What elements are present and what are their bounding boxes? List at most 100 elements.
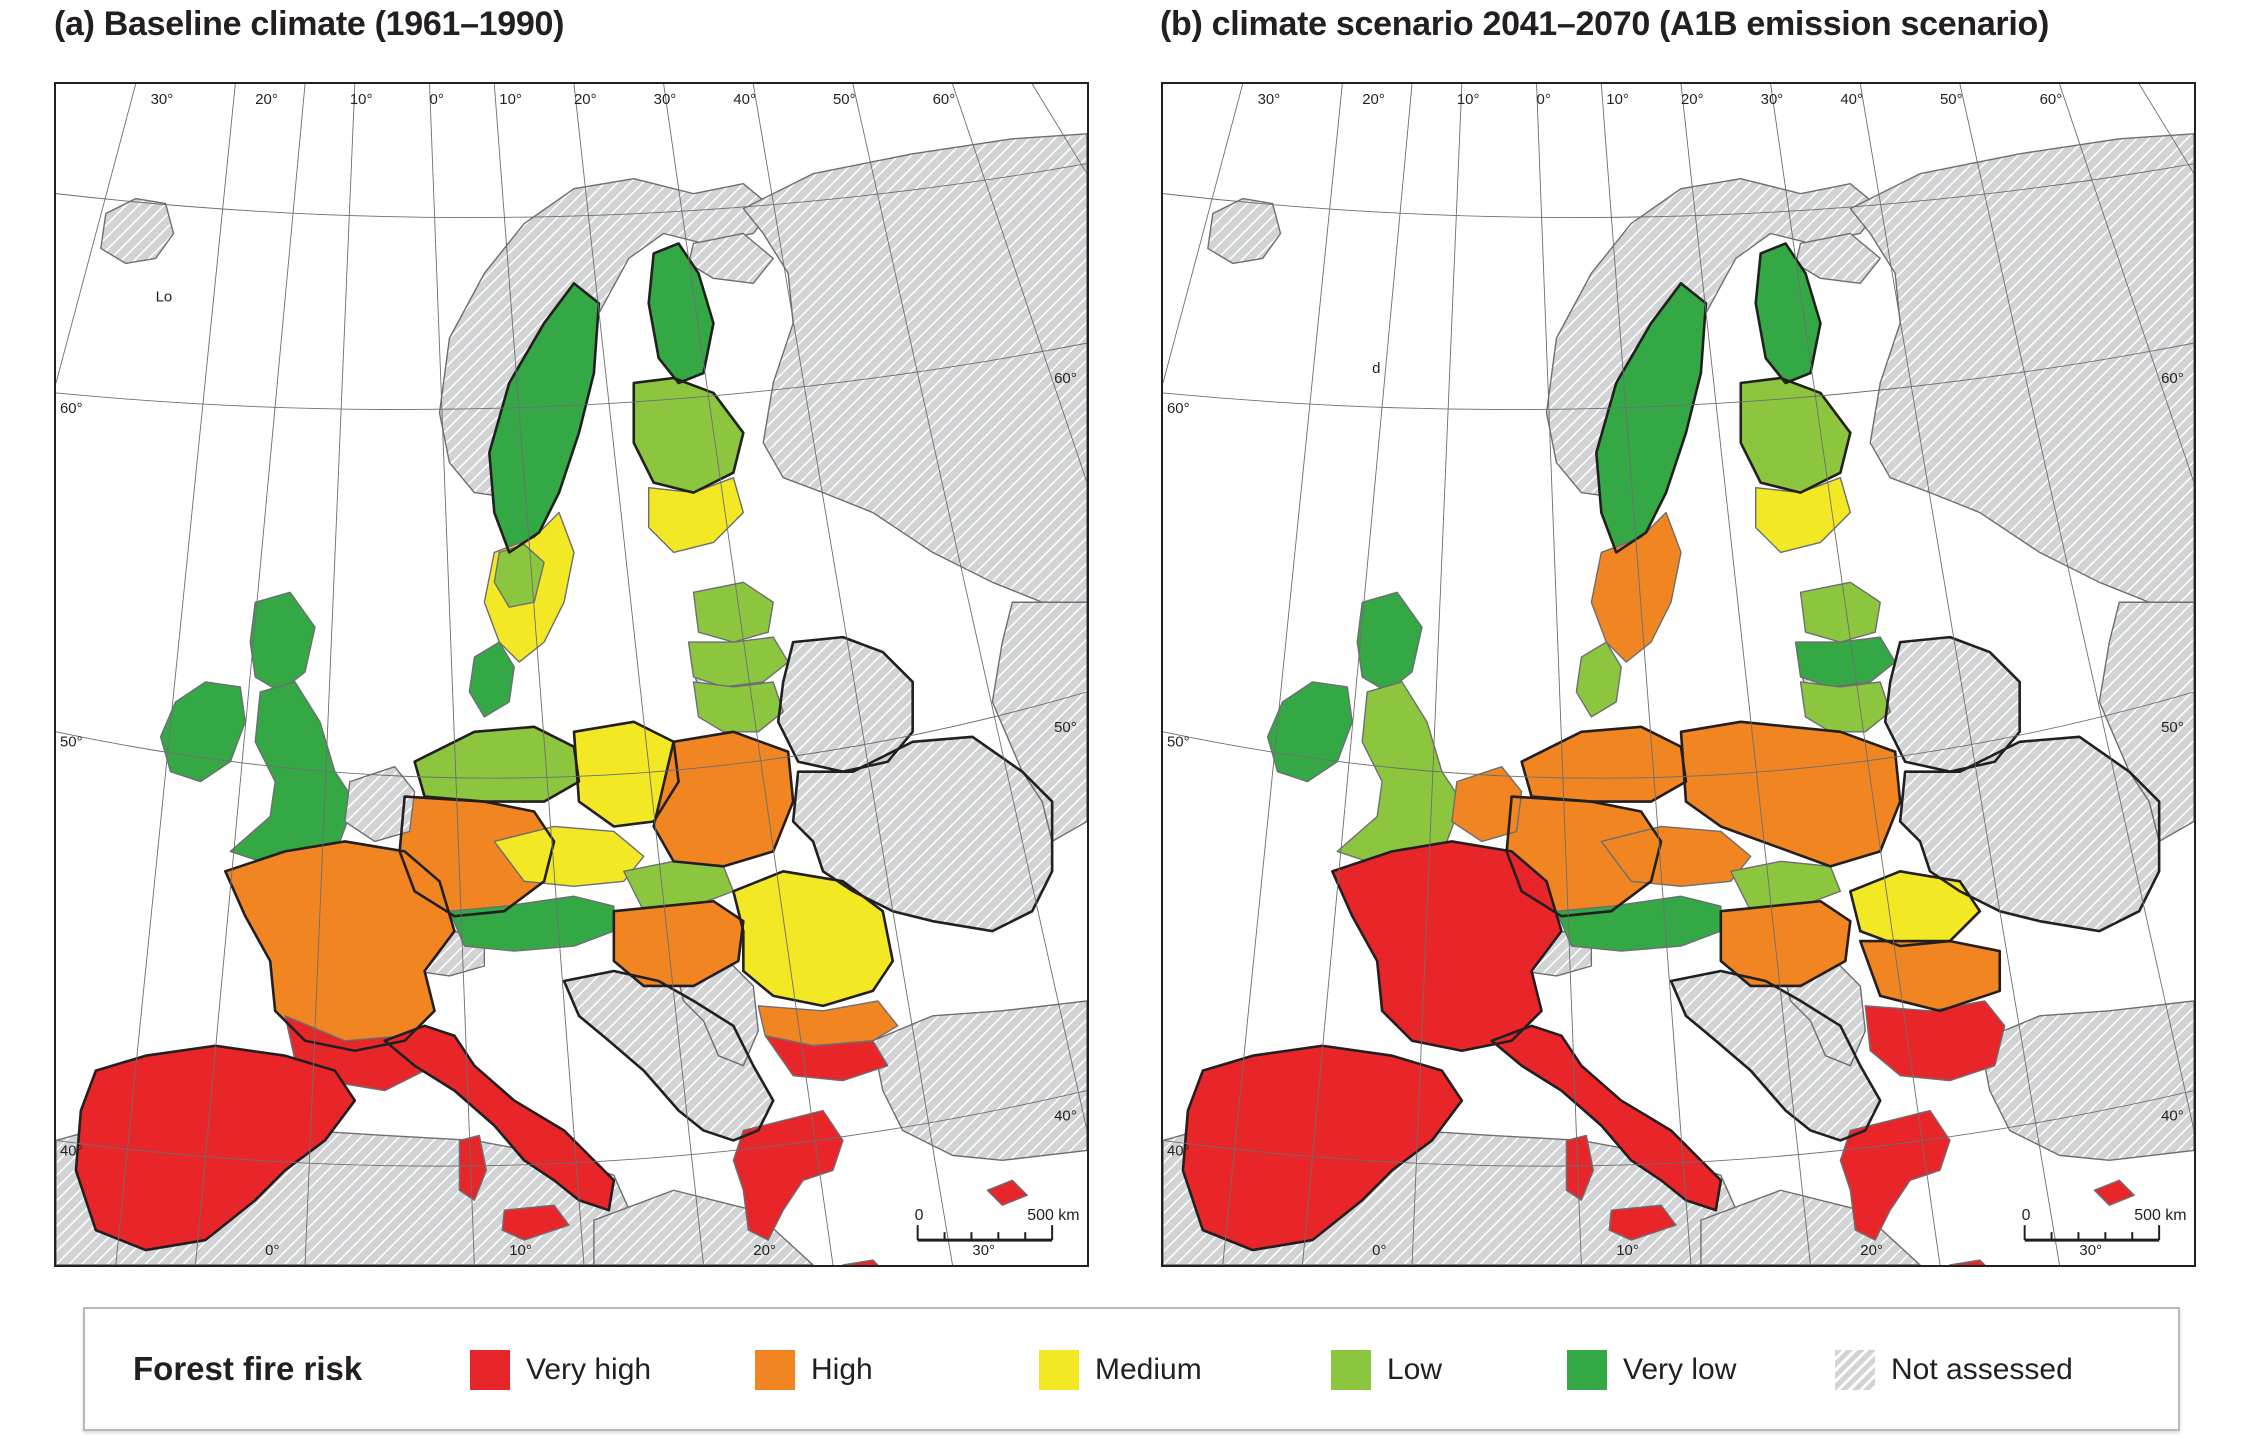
right-latitude-label: 40° <box>1054 1107 1077 1124</box>
top-longitude-label: 40° <box>733 91 756 108</box>
left-latitude-label: 60° <box>60 400 83 417</box>
meridian-line <box>2059 84 2194 483</box>
top-longitude-label: 40° <box>1840 91 1863 108</box>
top-longitude-label: 60° <box>2040 91 2063 108</box>
scale-bar-end-label: 500 km <box>2134 1207 2186 1224</box>
meridian-line <box>1959 84 2194 1131</box>
region-benelux <box>1451 765 1523 843</box>
legend-label-high: High <box>811 1353 873 1386</box>
left-latitude-label: 60° <box>1167 400 1190 417</box>
left-latitude-label: 40° <box>1167 1142 1190 1159</box>
meridian-line <box>573 84 704 1265</box>
right-latitude-label: 50° <box>2161 719 2184 736</box>
top-longitude-label: 30° <box>1761 91 1784 108</box>
country-border-ukraine <box>791 735 1054 933</box>
country-border-sweden-north <box>1595 282 1708 554</box>
meridian-line <box>1163 84 1244 384</box>
legend-label-very-low: Very low <box>1623 1353 1737 1386</box>
top-longitude-label: 20° <box>574 91 597 108</box>
scale-bar: 0 500 km <box>2022 1207 2186 1242</box>
meridian-line <box>115 84 236 1265</box>
country-border-france <box>224 840 456 1053</box>
region-sweden-south-inland <box>493 543 545 608</box>
meridian-line <box>195 84 306 1265</box>
country-border-western-balkans <box>562 969 775 1142</box>
panel-b-title: (b) climate scenario 2041–2070 (A1B emis… <box>1160 5 2050 43</box>
legend-item-not-assessed: Not assessed <box>1835 1349 2073 1391</box>
legend-label-very-high: Very high <box>526 1353 652 1386</box>
top-longitude-label: 60° <box>933 91 956 108</box>
region-africa-east <box>593 1189 814 1265</box>
meridian-line <box>1411 84 1463 1265</box>
region-iceland <box>100 197 175 265</box>
country-border-romania-south <box>1858 939 2002 1013</box>
region-sicily <box>501 1204 570 1241</box>
map-letter-label: d <box>1372 360 1380 377</box>
meridian-line <box>1536 84 1582 1265</box>
country-border-romania-north <box>1849 870 1982 948</box>
meridian-line <box>304 84 356 1265</box>
panel-a-title: (a) Baseline climate (1961–1990) <box>54 5 565 43</box>
country-border-iberia <box>74 1044 357 1252</box>
legend-swatch-not-assessed <box>1835 1350 1875 1390</box>
legend-item-very-low: Very low <box>1567 1349 1736 1391</box>
country-border-finland-north <box>1754 242 1822 385</box>
region-denmark <box>1575 641 1622 718</box>
meridian-line <box>1302 84 1413 1265</box>
country-border-finland-central <box>632 376 745 494</box>
region-lithuania <box>692 681 784 733</box>
scale-bar-end-label: 500 km <box>1027 1207 1079 1224</box>
parallel-line <box>1163 163 2194 218</box>
legend-label-low: Low <box>1387 1353 1443 1386</box>
country-border-finland-central <box>1739 376 1852 494</box>
legend-item-high: High <box>755 1349 873 1391</box>
country-border-iberia <box>1181 1044 1464 1252</box>
top-longitude-label: 50° <box>833 91 856 108</box>
country-border-italy <box>383 1024 616 1212</box>
country-border-hungary <box>612 899 745 988</box>
meridian-line <box>952 84 1087 483</box>
country-border-belarus <box>776 635 914 773</box>
region-estonia <box>692 581 774 643</box>
country-border-sweden-north <box>488 282 601 554</box>
scale-bar: 0 500 km <box>915 1207 1079 1242</box>
region-denmark <box>468 641 515 718</box>
country-border-poland <box>1679 720 1902 868</box>
bottom-longitude-label: 10° <box>509 1242 532 1259</box>
region-iceland <box>1207 197 1282 265</box>
legend-title: Forest fire risk <box>133 1350 363 1387</box>
country-border-italy <box>1490 1024 1723 1212</box>
parallel-line <box>56 342 1087 411</box>
country-border-germany-south <box>398 795 556 918</box>
map-panel-a: 30° 20° 10° 0° 10° 20° 30° 40° 50° 60° 0° 10° 20° 30°… <box>54 82 1089 1267</box>
top-longitude-label: 30° <box>151 91 174 108</box>
legend-swatch-medium <box>1039 1350 1079 1390</box>
bottom-longitude-label: 20° <box>1860 1242 1883 1259</box>
map-letter-label: Lo <box>156 288 173 305</box>
country-border-germany-south <box>1505 795 1663 918</box>
legend-label-not-assessed: Not assessed <box>1891 1353 2073 1386</box>
right-latitude-label: 60° <box>2161 370 2184 387</box>
meridian-line <box>493 84 585 1265</box>
top-longitude-label: 30° <box>654 91 677 108</box>
legend-label-medium: Medium <box>1095 1353 1202 1386</box>
country-border-finland-north <box>647 242 715 385</box>
country-border-hungary <box>1719 899 1852 988</box>
meridian-line <box>1031 84 1087 174</box>
bottom-longitude-label: 10° <box>1616 1242 1639 1259</box>
map-svg: 30° 20° 10° 0° 10° 20° 30° 40° 50° 60° 0° 10° 20° 30°… <box>1163 84 2194 1265</box>
meridian-line <box>1680 84 1811 1265</box>
parallel-line <box>56 163 1087 218</box>
scale-bar-start-label: 0 <box>915 1207 924 1224</box>
top-longitude-label: 10° <box>1606 91 1629 108</box>
region-turkey <box>872 1000 1087 1162</box>
country-border-poland-west <box>572 720 680 828</box>
meridian-line <box>752 84 953 1265</box>
bottom-longitude-label: 30° <box>972 1242 995 1259</box>
legend: Forest fire risk Very high High Medium L… <box>83 1307 2180 1431</box>
top-longitude-label: 0° <box>430 91 444 108</box>
parallel-line <box>1163 342 2194 411</box>
right-latitude-label: 50° <box>1054 719 1077 736</box>
parallel-line <box>1163 1090 2194 1167</box>
meridian-line <box>1770 84 1941 1265</box>
